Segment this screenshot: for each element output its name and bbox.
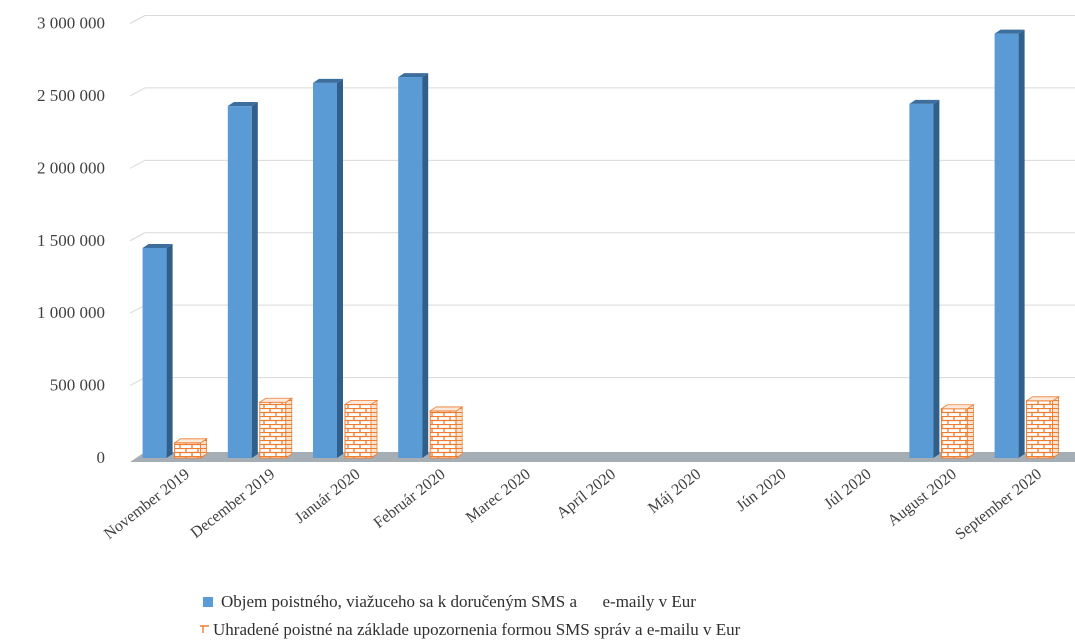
bar-front — [174, 442, 202, 459]
bar-side — [967, 404, 974, 459]
bar-side — [1052, 396, 1059, 459]
bar-side — [370, 399, 378, 459]
bar-side — [933, 99, 940, 458]
legend-swatch-brick — [200, 624, 209, 633]
legend-item-series-1: Objem poistného, viažuceho sa k doručený… — [203, 592, 696, 612]
y-tick-label: 0 — [97, 448, 106, 467]
bar-side — [251, 102, 258, 459]
x-tick-label: Júl 2020 — [821, 466, 875, 513]
bar-top — [142, 243, 173, 248]
bar-front — [344, 403, 372, 459]
bar-series-2 — [258, 397, 294, 459]
bar-top — [173, 438, 208, 444]
bar-top — [940, 404, 975, 410]
bar-front — [994, 33, 1019, 458]
y-tick-label: 500 000 — [50, 376, 105, 395]
bar-series-1 — [994, 29, 1025, 458]
x-tick-label: November 2019 — [101, 466, 193, 543]
bar-side — [337, 78, 343, 459]
bar-side — [1018, 29, 1025, 458]
bar-front — [429, 410, 457, 459]
bar-front — [398, 77, 423, 459]
bars — [142, 29, 1060, 459]
bar-front — [313, 82, 337, 459]
legend-swatch-blue — [203, 597, 213, 607]
y-axis: 0 500 000 1 000 000 1 500 000 2 000 000 2 500… — [37, 14, 105, 468]
bar-series-1 — [227, 102, 258, 459]
gridline-diagonal — [129, 159, 146, 169]
bar-front — [227, 106, 252, 459]
bar-series-1 — [909, 99, 940, 458]
bar-series-2 — [1025, 396, 1060, 459]
bar-series-1 — [142, 243, 173, 458]
x-tick-label: August 2020 — [885, 466, 960, 530]
bar-front — [1026, 400, 1054, 459]
bar-side — [422, 73, 429, 459]
y-tick-label: 1 500 000 — [37, 231, 105, 250]
legend-label-series-2: Uhradené poistné na základe upozornenia … — [213, 620, 741, 639]
bar-top — [313, 78, 343, 83]
gridline-diagonal — [129, 15, 146, 24]
x-tick-label: Máj 2020 — [645, 466, 704, 517]
bar-front — [259, 401, 287, 459]
bar-top — [258, 397, 294, 403]
bar-series-2 — [343, 399, 379, 459]
x-tick-label: Január 2020 — [292, 466, 364, 527]
x-tick-label: Február 2020 — [371, 466, 449, 532]
y-tick-label: 2 500 000 — [37, 86, 105, 105]
bar-series-1 — [398, 73, 429, 459]
bar-series-2 — [940, 404, 975, 459]
x-tick-label: Marec 2020 — [463, 466, 534, 527]
bar-top — [398, 73, 429, 78]
gridlines — [129, 15, 1075, 387]
x-tick-label: Apríl 2020 — [554, 466, 619, 522]
y-tick-label: 3 000 000 — [37, 14, 105, 33]
bar-front — [909, 103, 934, 458]
bar-side — [285, 397, 293, 459]
bar-series-2 — [428, 406, 464, 459]
bar-top — [909, 99, 940, 104]
legend-item-series-2: Uhradené poistné na základe upozornenia … — [200, 620, 740, 640]
bar-side — [455, 406, 463, 459]
y-tick-label: 2 000 000 — [37, 158, 105, 177]
gridline-diagonal — [129, 377, 146, 387]
bar-front — [142, 247, 167, 458]
bar-side — [166, 243, 173, 458]
x-tick-label: Jún 2020 — [733, 466, 789, 515]
gridline-diagonal — [129, 87, 146, 97]
x-tick-label: September 2020 — [952, 466, 1045, 544]
x-tick-label: December 2019 — [188, 466, 279, 542]
bar-series-1 — [313, 78, 343, 459]
legend-label-series-1: Objem poistného, viažuceho sa k doručený… — [221, 592, 696, 611]
bar-top — [227, 102, 258, 107]
bar-front — [940, 408, 968, 459]
bar-top — [428, 406, 464, 412]
y-tick-label: 1 000 000 — [37, 303, 105, 322]
bar-top — [343, 400, 379, 405]
gridline-diagonal — [129, 232, 146, 242]
bar-top — [1025, 396, 1060, 402]
bar-top — [994, 29, 1025, 34]
bar-series-2 — [173, 438, 208, 459]
gridline-diagonal — [129, 304, 146, 314]
